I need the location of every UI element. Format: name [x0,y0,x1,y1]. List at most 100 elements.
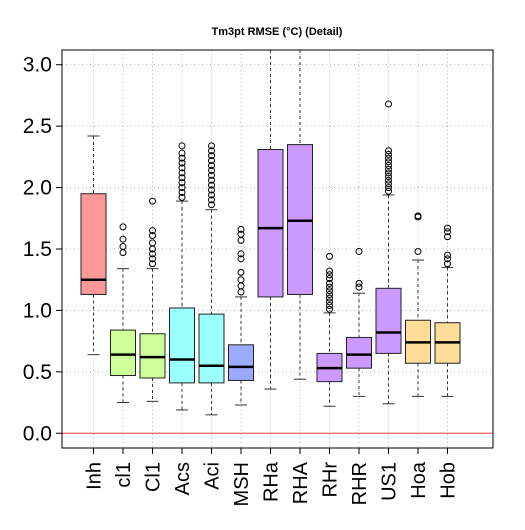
chart-title: Tm3pt RMSE (°C) (Detail) [212,26,343,38]
outlier-point [385,173,392,181]
outlier-point [208,166,215,174]
outlier-point [208,147,215,155]
outlier-point [237,282,245,290]
box-rha [257,50,284,390]
outlier-point [326,252,333,260]
outlier-point [178,159,186,167]
outlier-point [149,255,156,263]
outlier-point [385,180,392,188]
box-rha [287,50,313,380]
outlier-point [208,191,215,199]
outlier-point [414,247,422,255]
outlier-point [178,154,186,162]
outlier-point [385,150,392,158]
outlier-point [385,169,392,177]
outlier-point [326,302,333,310]
outlier-point [355,247,363,255]
box-body [257,149,284,298]
outlier-point [178,188,186,196]
outlier-point [208,186,215,194]
outlier-point [444,233,451,241]
outlier-point [208,161,215,169]
outlier-point [119,223,127,231]
box-hoa [405,212,431,397]
box-body [346,336,372,369]
outlier-point [208,176,215,184]
x-tick-label: RHr [320,462,342,498]
outlier-point [385,176,392,184]
outlier-point [326,283,333,291]
outlier-point [385,184,392,192]
outlier-point [119,243,127,251]
x-tick-label: Inh [84,462,106,490]
outlier-point [444,260,451,268]
outlier-point [237,250,245,258]
outlier-point [208,142,215,150]
x-tick-label: US1 [379,462,401,501]
y-tick-label: 0.5 [23,361,52,384]
y-tick-label: 1.0 [23,299,52,322]
outlier-point [178,193,186,201]
outlier-point [237,268,245,276]
box-body [169,307,195,384]
outlier-point [444,224,451,232]
outlier-point [149,227,156,235]
y-tick-label: 2.0 [23,177,52,200]
box-body [80,193,107,295]
box-us1 [375,100,402,405]
box-body [375,287,402,354]
outlier-point [385,154,392,162]
outlier-point [178,164,186,172]
outlier-point [414,212,422,220]
outlier-point [326,287,333,295]
box-rhr [316,252,343,407]
outlier-point [237,230,245,238]
x-tick-label: RHa [261,461,283,502]
box-msh [228,225,254,406]
box-aci [198,142,225,416]
outlier-point [178,184,186,192]
outlier-point [385,187,392,195]
outlier-point [119,235,127,243]
x-tick-label: RHA [290,461,312,504]
outlier-point [178,169,186,177]
x-tick-label: Cl1 [143,462,165,492]
box-hob [434,224,461,397]
outlier-point [444,251,451,259]
outlier-point [208,152,215,160]
x-tick-label: RHR [349,462,371,505]
outlier-point [237,225,245,233]
outlier-point [326,279,333,287]
outlier-point [326,305,333,313]
outlier-point [385,165,392,173]
y-tick-label: 3.0 [23,54,52,77]
y-tick-label: 2.5 [23,115,52,138]
box-acs [169,142,195,411]
x-tick-label: Hoa [408,461,430,499]
box-inh [80,135,107,356]
outlier-point [385,100,392,108]
outlier-point [178,179,186,187]
box-body [228,344,254,381]
outlier-point [237,276,245,284]
outlier-point [326,267,333,275]
outlier-point [208,196,215,204]
outlier-point [326,294,333,302]
outlier-point [178,174,186,182]
box-body [110,329,136,377]
outlier-point [149,260,156,268]
box-layer [80,50,461,416]
outlier-point [385,147,392,155]
box-cl1 [139,197,166,402]
outlier-point [208,201,215,209]
outlier-point [208,157,215,165]
outlier-point [385,161,392,169]
outlier-point [178,142,186,150]
plot-frame [61,49,494,449]
x-tick-label: MSH [231,462,253,506]
tick-layer: 0.0 0.5 1.0 1.5 2.0 2.5 3.0 Inh cl1 Cl1 Acs Aci MSH R… [23,54,460,507]
outlier-point [208,171,215,179]
x-tick-label: Hob [438,462,460,499]
outlier-point [149,231,156,239]
outlier-point [444,255,451,263]
